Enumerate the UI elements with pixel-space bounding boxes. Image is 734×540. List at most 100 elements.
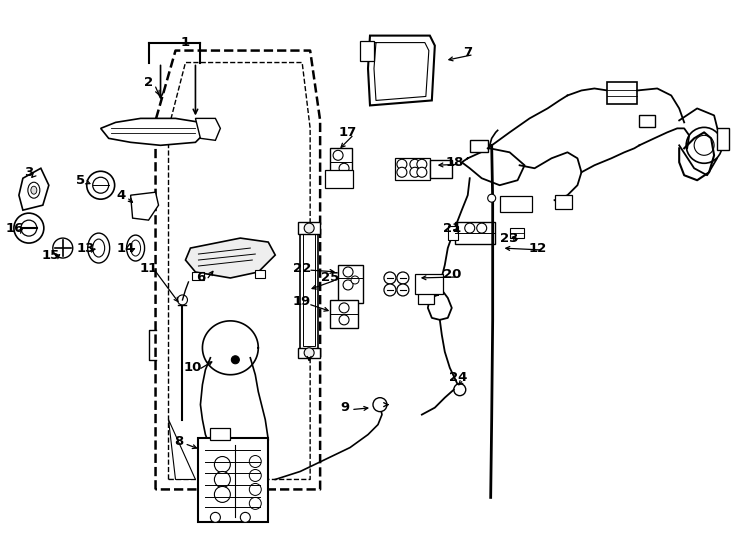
- Polygon shape: [169, 420, 195, 480]
- Circle shape: [92, 177, 109, 193]
- Circle shape: [240, 512, 250, 522]
- Bar: [330, 300, 358, 328]
- Bar: [300, 230, 318, 350]
- Text: 4: 4: [116, 188, 126, 202]
- Ellipse shape: [127, 235, 145, 261]
- Circle shape: [87, 171, 115, 199]
- Ellipse shape: [28, 182, 40, 198]
- Circle shape: [694, 136, 714, 156]
- Text: 7: 7: [463, 46, 472, 59]
- Circle shape: [384, 272, 396, 284]
- Circle shape: [333, 150, 343, 160]
- Circle shape: [343, 280, 353, 290]
- Text: 1: 1: [181, 36, 190, 49]
- Circle shape: [211, 512, 220, 522]
- Bar: [211, 428, 230, 440]
- Circle shape: [339, 315, 349, 325]
- Text: 3: 3: [24, 166, 34, 179]
- Bar: [418, 292, 434, 304]
- Polygon shape: [19, 168, 49, 210]
- Text: 20: 20: [443, 268, 461, 281]
- Bar: [330, 148, 352, 178]
- Circle shape: [397, 284, 409, 296]
- Bar: [303, 234, 315, 346]
- Circle shape: [410, 167, 420, 177]
- Text: 22: 22: [293, 261, 311, 274]
- Text: 23: 23: [501, 232, 519, 245]
- Text: 5: 5: [76, 174, 85, 187]
- Circle shape: [373, 397, 387, 411]
- Bar: [717, 129, 729, 150]
- Text: 15: 15: [42, 248, 60, 261]
- Circle shape: [417, 167, 427, 177]
- Bar: [639, 116, 655, 127]
- Text: 6: 6: [196, 272, 205, 285]
- Text: 10: 10: [184, 361, 202, 374]
- Circle shape: [304, 223, 314, 233]
- Circle shape: [339, 303, 349, 313]
- Circle shape: [397, 272, 409, 284]
- Text: 21: 21: [443, 221, 461, 234]
- Circle shape: [21, 220, 37, 236]
- Circle shape: [410, 159, 420, 169]
- Text: 2: 2: [144, 76, 153, 89]
- Ellipse shape: [31, 186, 37, 194]
- Polygon shape: [368, 36, 435, 105]
- Circle shape: [53, 238, 73, 258]
- Text: 24: 24: [448, 371, 467, 384]
- Text: 8: 8: [174, 435, 183, 448]
- Bar: [255, 270, 265, 278]
- Bar: [338, 265, 363, 303]
- Circle shape: [214, 471, 230, 488]
- Bar: [415, 274, 443, 294]
- Bar: [448, 226, 458, 240]
- Circle shape: [214, 456, 230, 472]
- Circle shape: [250, 469, 261, 482]
- Circle shape: [351, 276, 359, 284]
- Circle shape: [14, 213, 44, 243]
- Text: 17: 17: [339, 126, 357, 139]
- Circle shape: [397, 167, 407, 177]
- Circle shape: [250, 456, 261, 468]
- Circle shape: [465, 223, 475, 233]
- Circle shape: [343, 267, 353, 277]
- Bar: [192, 272, 205, 280]
- Text: 19: 19: [293, 295, 311, 308]
- Circle shape: [417, 159, 427, 169]
- Text: 9: 9: [341, 401, 349, 414]
- Circle shape: [231, 356, 239, 364]
- Text: 14: 14: [117, 241, 135, 254]
- Bar: [298, 348, 320, 358]
- Text: 18: 18: [446, 156, 464, 169]
- Circle shape: [339, 163, 349, 173]
- Bar: [395, 158, 430, 180]
- Circle shape: [178, 295, 187, 305]
- Bar: [554, 195, 573, 209]
- Bar: [500, 196, 531, 212]
- Bar: [455, 222, 495, 244]
- Bar: [509, 228, 523, 238]
- Ellipse shape: [92, 239, 105, 257]
- Polygon shape: [195, 118, 220, 140]
- Circle shape: [476, 223, 487, 233]
- Circle shape: [454, 384, 466, 396]
- Bar: [360, 40, 374, 60]
- Bar: [470, 140, 487, 152]
- Bar: [325, 170, 353, 188]
- Bar: [430, 160, 452, 178]
- Circle shape: [304, 348, 314, 358]
- Circle shape: [487, 194, 495, 202]
- Text: 11: 11: [139, 261, 158, 274]
- Text: 12: 12: [528, 241, 547, 254]
- Bar: [198, 437, 268, 522]
- Ellipse shape: [88, 233, 109, 263]
- Ellipse shape: [131, 240, 141, 256]
- Circle shape: [250, 483, 261, 495]
- Bar: [607, 83, 637, 104]
- Bar: [298, 222, 320, 234]
- Polygon shape: [186, 238, 275, 278]
- Circle shape: [214, 487, 230, 502]
- Text: 13: 13: [76, 241, 95, 254]
- Circle shape: [384, 284, 396, 296]
- Circle shape: [250, 497, 261, 509]
